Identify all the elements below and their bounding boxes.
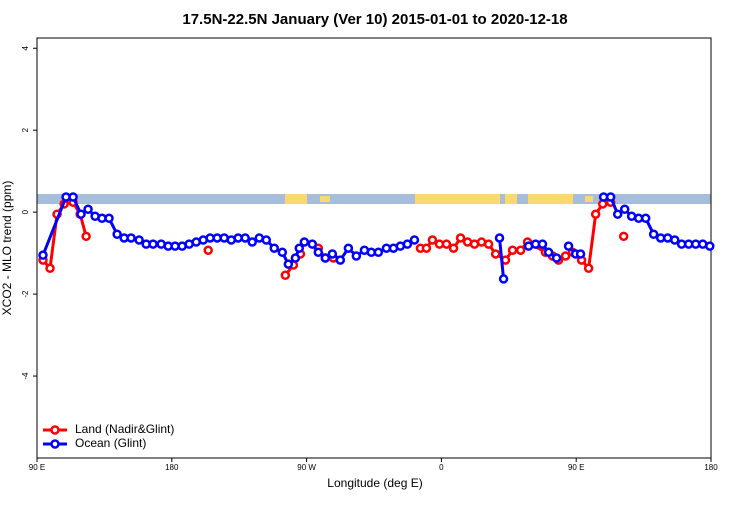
- data-point: [83, 204, 93, 215]
- data-point: [590, 209, 601, 219]
- data-point: [421, 243, 432, 253]
- data-point: [68, 192, 78, 202]
- chart-title: 17.5N-22.5N January (Ver 10) 2015-01-01 …: [182, 11, 567, 28]
- data-point: [240, 233, 250, 243]
- data-point: [126, 233, 136, 243]
- data-point: [335, 255, 346, 265]
- data-point: [294, 243, 305, 253]
- data-point: [543, 247, 554, 258]
- data-point: [320, 253, 331, 263]
- x-tick-label: 0: [439, 463, 444, 472]
- data-point: [327, 249, 338, 259]
- data-point: [313, 247, 324, 258]
- data-point: [409, 235, 420, 245]
- data-point: [648, 229, 659, 240]
- data-point: [373, 247, 384, 258]
- land-mask-band: [37, 194, 711, 204]
- x-tick-label: 90 E: [568, 463, 584, 472]
- data-point: [343, 243, 354, 253]
- x-axis-label: Longitude (deg E): [327, 476, 422, 490]
- x-tick-label: 180: [165, 463, 179, 472]
- data-point: [507, 245, 518, 256]
- data-point: [45, 263, 55, 274]
- data-point: [299, 237, 310, 247]
- data-point: [498, 274, 509, 284]
- data-point: [490, 249, 501, 259]
- data-point: [612, 209, 623, 219]
- data-point: [619, 204, 630, 215]
- data-point: [560, 251, 571, 261]
- data-point: [104, 213, 114, 224]
- data-point: [247, 237, 257, 247]
- data-point: [551, 253, 562, 263]
- x-tick-label: 180: [704, 463, 718, 472]
- data-point: [203, 245, 213, 256]
- data-point: [448, 243, 459, 253]
- data-point: [563, 241, 574, 251]
- data-point: [640, 213, 651, 224]
- data-point: [402, 239, 413, 249]
- y-tick-label: 2: [21, 127, 30, 132]
- data-point: [148, 239, 158, 249]
- plot-frame: [36, 37, 712, 459]
- data-point: [81, 231, 91, 242]
- data-point: [277, 247, 288, 258]
- data-point: [283, 259, 294, 269]
- legend-label: Land (Nadir&Glint): [75, 422, 174, 436]
- legend-marker: [50, 439, 60, 449]
- y-tick-label: 4: [21, 45, 30, 50]
- data-point: [307, 239, 318, 249]
- data-point: [261, 235, 272, 245]
- data-point: [605, 192, 616, 202]
- x-tick-label: 90 E: [29, 463, 45, 472]
- data-point: [515, 245, 526, 256]
- y-tick-label: 0: [21, 209, 30, 214]
- data-point: [455, 233, 466, 243]
- y-axis-label: XCO2 - MLO trend (ppm): [0, 181, 14, 316]
- data-point: [134, 235, 144, 245]
- data-point: [537, 239, 548, 249]
- data-point: [583, 263, 594, 274]
- x-tick-label: 90 W: [297, 463, 316, 472]
- data-point: [575, 249, 586, 259]
- data-point: [618, 231, 629, 242]
- y-tick-label: -4: [21, 372, 30, 380]
- data-point: [670, 235, 680, 245]
- data-point: [76, 209, 86, 219]
- legend-label: Ocean (Glint): [75, 436, 146, 450]
- data-point: [269, 243, 279, 253]
- data-point: [280, 270, 291, 280]
- data-point: [351, 251, 362, 261]
- data-point: [112, 229, 122, 240]
- data-point: [427, 235, 438, 245]
- y-tick-label: -2: [21, 290, 30, 298]
- data-point: [38, 250, 48, 260]
- data-point: [441, 239, 452, 249]
- data-point: [705, 241, 715, 251]
- legend-marker: [50, 425, 60, 435]
- data-point: [483, 239, 494, 249]
- data-point: [290, 253, 301, 263]
- data-point: [494, 233, 505, 243]
